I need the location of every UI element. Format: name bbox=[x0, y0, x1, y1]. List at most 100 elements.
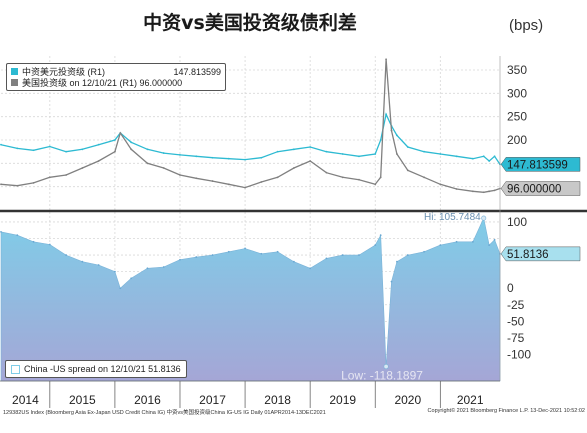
china-ig-point bbox=[385, 113, 387, 116]
spread-point bbox=[292, 260, 295, 263]
spread-point bbox=[260, 252, 263, 255]
us-ig-line bbox=[0, 59, 501, 193]
us-ig-point bbox=[195, 177, 198, 180]
footer: 129382US Index (Bloomberg Asia Ex-Japan … bbox=[3, 408, 585, 416]
china-ig-line bbox=[0, 112, 501, 165]
us-ig-point bbox=[81, 167, 84, 169]
us-ig-point bbox=[119, 132, 122, 134]
us-ig-point bbox=[390, 129, 393, 132]
low-annotation: Low: -118.1897 bbox=[341, 369, 423, 383]
hi-annotation: Hi: 105.7484 bbox=[424, 212, 481, 223]
china-ig-point bbox=[493, 155, 496, 158]
us-ig-point bbox=[48, 176, 51, 179]
spread-point bbox=[32, 240, 35, 243]
us-ig-point bbox=[292, 167, 295, 169]
us-ig-point bbox=[406, 169, 409, 172]
us-ig-point bbox=[114, 150, 116, 153]
china-ig-point bbox=[81, 148, 84, 151]
top-y-tick-label: 350 bbox=[507, 63, 527, 77]
x-tick-label: 2019 bbox=[329, 393, 356, 407]
china-ig-point bbox=[32, 149, 35, 152]
spread-point bbox=[493, 238, 496, 241]
spread-point bbox=[471, 240, 474, 243]
us-ig-point bbox=[0, 183, 2, 186]
spread-point bbox=[390, 280, 393, 283]
low-marker bbox=[383, 364, 389, 370]
us-ig-point bbox=[227, 183, 230, 186]
china-legend-label: 中资美元投资级 (R1) bbox=[22, 67, 105, 77]
china-ig-point bbox=[130, 141, 133, 144]
spread-point bbox=[119, 287, 122, 290]
china-ig-point bbox=[48, 145, 51, 148]
us-ig-point bbox=[97, 160, 100, 162]
spread-point bbox=[406, 254, 409, 256]
us-ig-point bbox=[309, 160, 312, 162]
spread-legend-label: China -US spread on 12/10/21 51.8136 bbox=[24, 364, 181, 374]
spread-point bbox=[325, 257, 328, 260]
spread-point bbox=[97, 264, 100, 266]
spread-point bbox=[374, 244, 377, 247]
china-ig-point bbox=[358, 155, 360, 158]
spread-last-value-flag bbox=[500, 246, 581, 262]
china-ig-point bbox=[374, 153, 377, 155]
bottom-y-tick-label: -100 bbox=[507, 347, 531, 361]
spread-point bbox=[439, 244, 442, 247]
us-ig-point bbox=[396, 153, 398, 155]
china-ig-point bbox=[195, 155, 198, 158]
china-ig-point bbox=[292, 148, 295, 151]
us-ig-point bbox=[244, 186, 246, 189]
spread-point bbox=[16, 234, 19, 237]
spread-point bbox=[195, 256, 198, 258]
x-tick-label: 2014 bbox=[12, 393, 39, 407]
us-legend-label: 美国投资级 on 12/10/21 (R1) 96.000000 bbox=[22, 78, 183, 88]
china-ig-point bbox=[179, 154, 181, 156]
us-ig-point bbox=[260, 181, 263, 183]
china-ig-point bbox=[471, 157, 474, 160]
china-ig-point bbox=[423, 150, 425, 153]
china-ig-point bbox=[260, 156, 263, 159]
china-ig-point bbox=[488, 160, 491, 162]
china-ig-point bbox=[162, 152, 165, 154]
china-ig-point bbox=[65, 150, 67, 153]
us-ig-point bbox=[341, 176, 344, 179]
us-ig-point bbox=[439, 183, 442, 186]
x-tick-label: 2021 bbox=[457, 393, 484, 407]
spread-point bbox=[455, 240, 458, 243]
spread-point bbox=[65, 254, 67, 256]
china-ig-point bbox=[482, 155, 485, 158]
us-swatch bbox=[11, 79, 18, 86]
china-ig-point bbox=[97, 143, 100, 146]
us-ig-point bbox=[146, 162, 149, 165]
hi-marker bbox=[481, 215, 487, 221]
spread-point bbox=[341, 254, 344, 256]
us-ig-point bbox=[455, 188, 458, 190]
china-ig-point bbox=[227, 157, 230, 160]
china-ig-point bbox=[211, 156, 214, 159]
china-ig-point bbox=[114, 139, 116, 141]
footer-copyright: Copyright© 2021 Bloomberg Finance L.P. 1… bbox=[427, 408, 585, 414]
spread-point bbox=[244, 247, 246, 250]
unit-label: (bps) bbox=[509, 17, 544, 34]
spread-point bbox=[309, 267, 312, 270]
spread-point bbox=[179, 258, 181, 261]
spread-point bbox=[146, 267, 149, 270]
spread-point bbox=[423, 250, 425, 253]
us-ig-point bbox=[379, 176, 382, 179]
us-ig-point bbox=[493, 189, 496, 192]
spread-point bbox=[114, 270, 116, 273]
us-ig-point bbox=[482, 191, 485, 194]
x-tick-label: 2015 bbox=[69, 393, 96, 407]
top-y-tick-label: 250 bbox=[507, 110, 527, 124]
china-ig-point bbox=[439, 153, 442, 155]
spread-point bbox=[211, 254, 214, 256]
spread-point bbox=[81, 260, 84, 263]
bottom-y-tick-label: -50 bbox=[507, 314, 525, 328]
china-ig-point bbox=[455, 155, 458, 158]
china-ig-point bbox=[396, 134, 398, 137]
china-last-value-flag bbox=[500, 157, 581, 172]
us-ig-point bbox=[358, 178, 360, 181]
china-legend-value: 147.813599 bbox=[173, 66, 221, 77]
us-ig-point bbox=[423, 176, 425, 179]
spread-swatch bbox=[11, 364, 20, 374]
